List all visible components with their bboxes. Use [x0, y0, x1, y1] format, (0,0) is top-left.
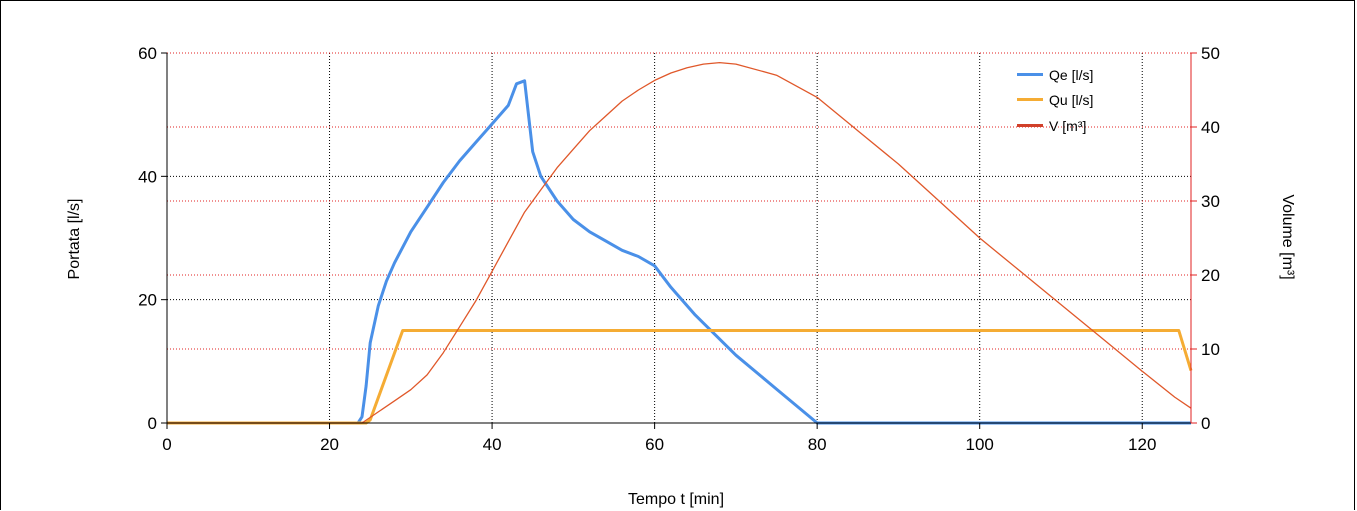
y-tick-label: 40 [138, 167, 157, 186]
x-tick-label: 100 [966, 435, 994, 454]
legend-label-v: V [m³] [1049, 118, 1086, 134]
y2-tick-label: 40 [1201, 118, 1220, 137]
legend-swatch-v [1017, 124, 1043, 127]
y2-tick-label: 30 [1201, 192, 1220, 211]
x-axis-label: Tempo t [min] [628, 491, 724, 508]
legend-swatch-qe [1017, 73, 1043, 76]
axes [161, 52, 1197, 429]
legend-label-qu: Qu [l/s] [1049, 92, 1093, 108]
series-line-2 [167, 61, 1192, 424]
series-line-1 [167, 329, 1193, 425]
x-tick-label: 60 [645, 435, 664, 454]
y2-tick-label: 50 [1201, 44, 1220, 63]
y2-tick-label: 20 [1201, 266, 1220, 285]
y-tick-label: 60 [138, 44, 157, 63]
legend-label-qe: Qe [l/s] [1049, 67, 1093, 83]
series-line-0 [167, 79, 1191, 425]
grid [167, 52, 1191, 423]
x-tick-label: 0 [162, 435, 171, 454]
x-tick-label: 20 [320, 435, 339, 454]
x-tick-label: 80 [808, 435, 827, 454]
x-tick-label: 120 [1128, 435, 1156, 454]
y-tick-label: 0 [148, 414, 157, 433]
x-tick-label: 40 [483, 435, 502, 454]
y2-tick-label: 10 [1201, 340, 1220, 359]
y-axis-label: Portata [l/s] [66, 199, 83, 280]
series-lines [167, 61, 1193, 425]
legend: Qe [l/s] Qu [l/s] V [m³] [1017, 67, 1093, 134]
y-tick-label: 20 [138, 291, 157, 310]
legend-swatch-qu [1017, 98, 1043, 101]
tick-labels: 0 20 40 60 80 100 120 0 20 40 60 0 10 20 30 40 50 [138, 44, 1220, 454]
y2-axis-label: Volume [m³] [1279, 194, 1296, 279]
y2-tick-label: 0 [1201, 414, 1210, 433]
